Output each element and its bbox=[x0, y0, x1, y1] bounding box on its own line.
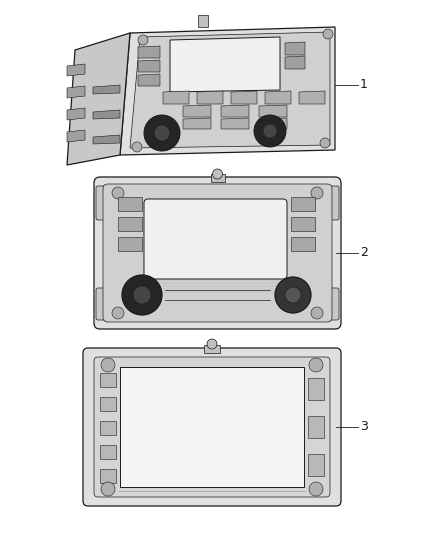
Polygon shape bbox=[67, 130, 85, 142]
Bar bbox=[100, 469, 116, 483]
Bar bbox=[211, 174, 225, 182]
Polygon shape bbox=[67, 86, 85, 98]
Circle shape bbox=[263, 124, 277, 138]
Bar bbox=[308, 416, 324, 438]
FancyBboxPatch shape bbox=[319, 288, 339, 320]
Polygon shape bbox=[183, 118, 211, 129]
Polygon shape bbox=[285, 42, 305, 55]
Bar bbox=[291, 217, 315, 231]
Circle shape bbox=[133, 286, 151, 304]
Polygon shape bbox=[197, 91, 223, 104]
Circle shape bbox=[254, 115, 286, 147]
Circle shape bbox=[275, 277, 311, 313]
Circle shape bbox=[311, 307, 323, 319]
Circle shape bbox=[112, 187, 124, 199]
Polygon shape bbox=[93, 110, 120, 119]
Polygon shape bbox=[170, 37, 280, 92]
Circle shape bbox=[154, 125, 170, 141]
Polygon shape bbox=[259, 105, 287, 117]
Circle shape bbox=[309, 482, 323, 496]
Polygon shape bbox=[259, 118, 287, 129]
Polygon shape bbox=[138, 60, 160, 72]
Polygon shape bbox=[67, 108, 85, 120]
Circle shape bbox=[311, 187, 323, 199]
Polygon shape bbox=[221, 118, 249, 129]
Circle shape bbox=[285, 287, 301, 303]
FancyBboxPatch shape bbox=[96, 288, 116, 320]
Bar bbox=[100, 397, 116, 411]
Circle shape bbox=[122, 275, 162, 315]
Text: 1: 1 bbox=[360, 78, 368, 92]
Bar bbox=[204, 345, 220, 353]
Polygon shape bbox=[231, 91, 257, 104]
Bar bbox=[198, 15, 208, 27]
Circle shape bbox=[138, 35, 148, 45]
FancyBboxPatch shape bbox=[144, 199, 287, 279]
FancyBboxPatch shape bbox=[94, 177, 341, 329]
Circle shape bbox=[101, 482, 115, 496]
Circle shape bbox=[144, 115, 180, 151]
FancyBboxPatch shape bbox=[319, 186, 339, 220]
Circle shape bbox=[212, 169, 223, 179]
Text: 2: 2 bbox=[360, 246, 368, 260]
FancyBboxPatch shape bbox=[94, 357, 330, 497]
Polygon shape bbox=[93, 85, 120, 94]
Bar bbox=[308, 378, 324, 400]
Polygon shape bbox=[285, 56, 305, 69]
Circle shape bbox=[101, 358, 115, 372]
Text: 3: 3 bbox=[360, 421, 368, 433]
Bar bbox=[120, 367, 304, 487]
Bar bbox=[291, 197, 315, 211]
Bar bbox=[118, 217, 142, 231]
Polygon shape bbox=[67, 33, 130, 165]
Bar bbox=[100, 373, 116, 387]
Circle shape bbox=[320, 138, 330, 148]
Polygon shape bbox=[265, 91, 291, 104]
Circle shape bbox=[309, 358, 323, 372]
Polygon shape bbox=[299, 91, 325, 104]
Polygon shape bbox=[93, 135, 120, 144]
Bar bbox=[100, 445, 116, 459]
Bar bbox=[291, 237, 315, 251]
Bar bbox=[118, 197, 142, 211]
FancyBboxPatch shape bbox=[83, 348, 341, 506]
Polygon shape bbox=[163, 91, 189, 104]
Polygon shape bbox=[138, 74, 160, 86]
Polygon shape bbox=[138, 46, 160, 58]
Circle shape bbox=[207, 339, 217, 349]
Bar bbox=[118, 237, 142, 251]
Polygon shape bbox=[120, 27, 335, 155]
Bar bbox=[308, 454, 324, 476]
FancyBboxPatch shape bbox=[96, 186, 116, 220]
Circle shape bbox=[112, 307, 124, 319]
Circle shape bbox=[323, 29, 333, 39]
Polygon shape bbox=[67, 64, 85, 76]
Polygon shape bbox=[130, 32, 330, 148]
Polygon shape bbox=[183, 105, 211, 117]
Polygon shape bbox=[221, 105, 249, 117]
Circle shape bbox=[132, 142, 142, 152]
FancyBboxPatch shape bbox=[103, 184, 332, 322]
Bar bbox=[100, 421, 116, 435]
